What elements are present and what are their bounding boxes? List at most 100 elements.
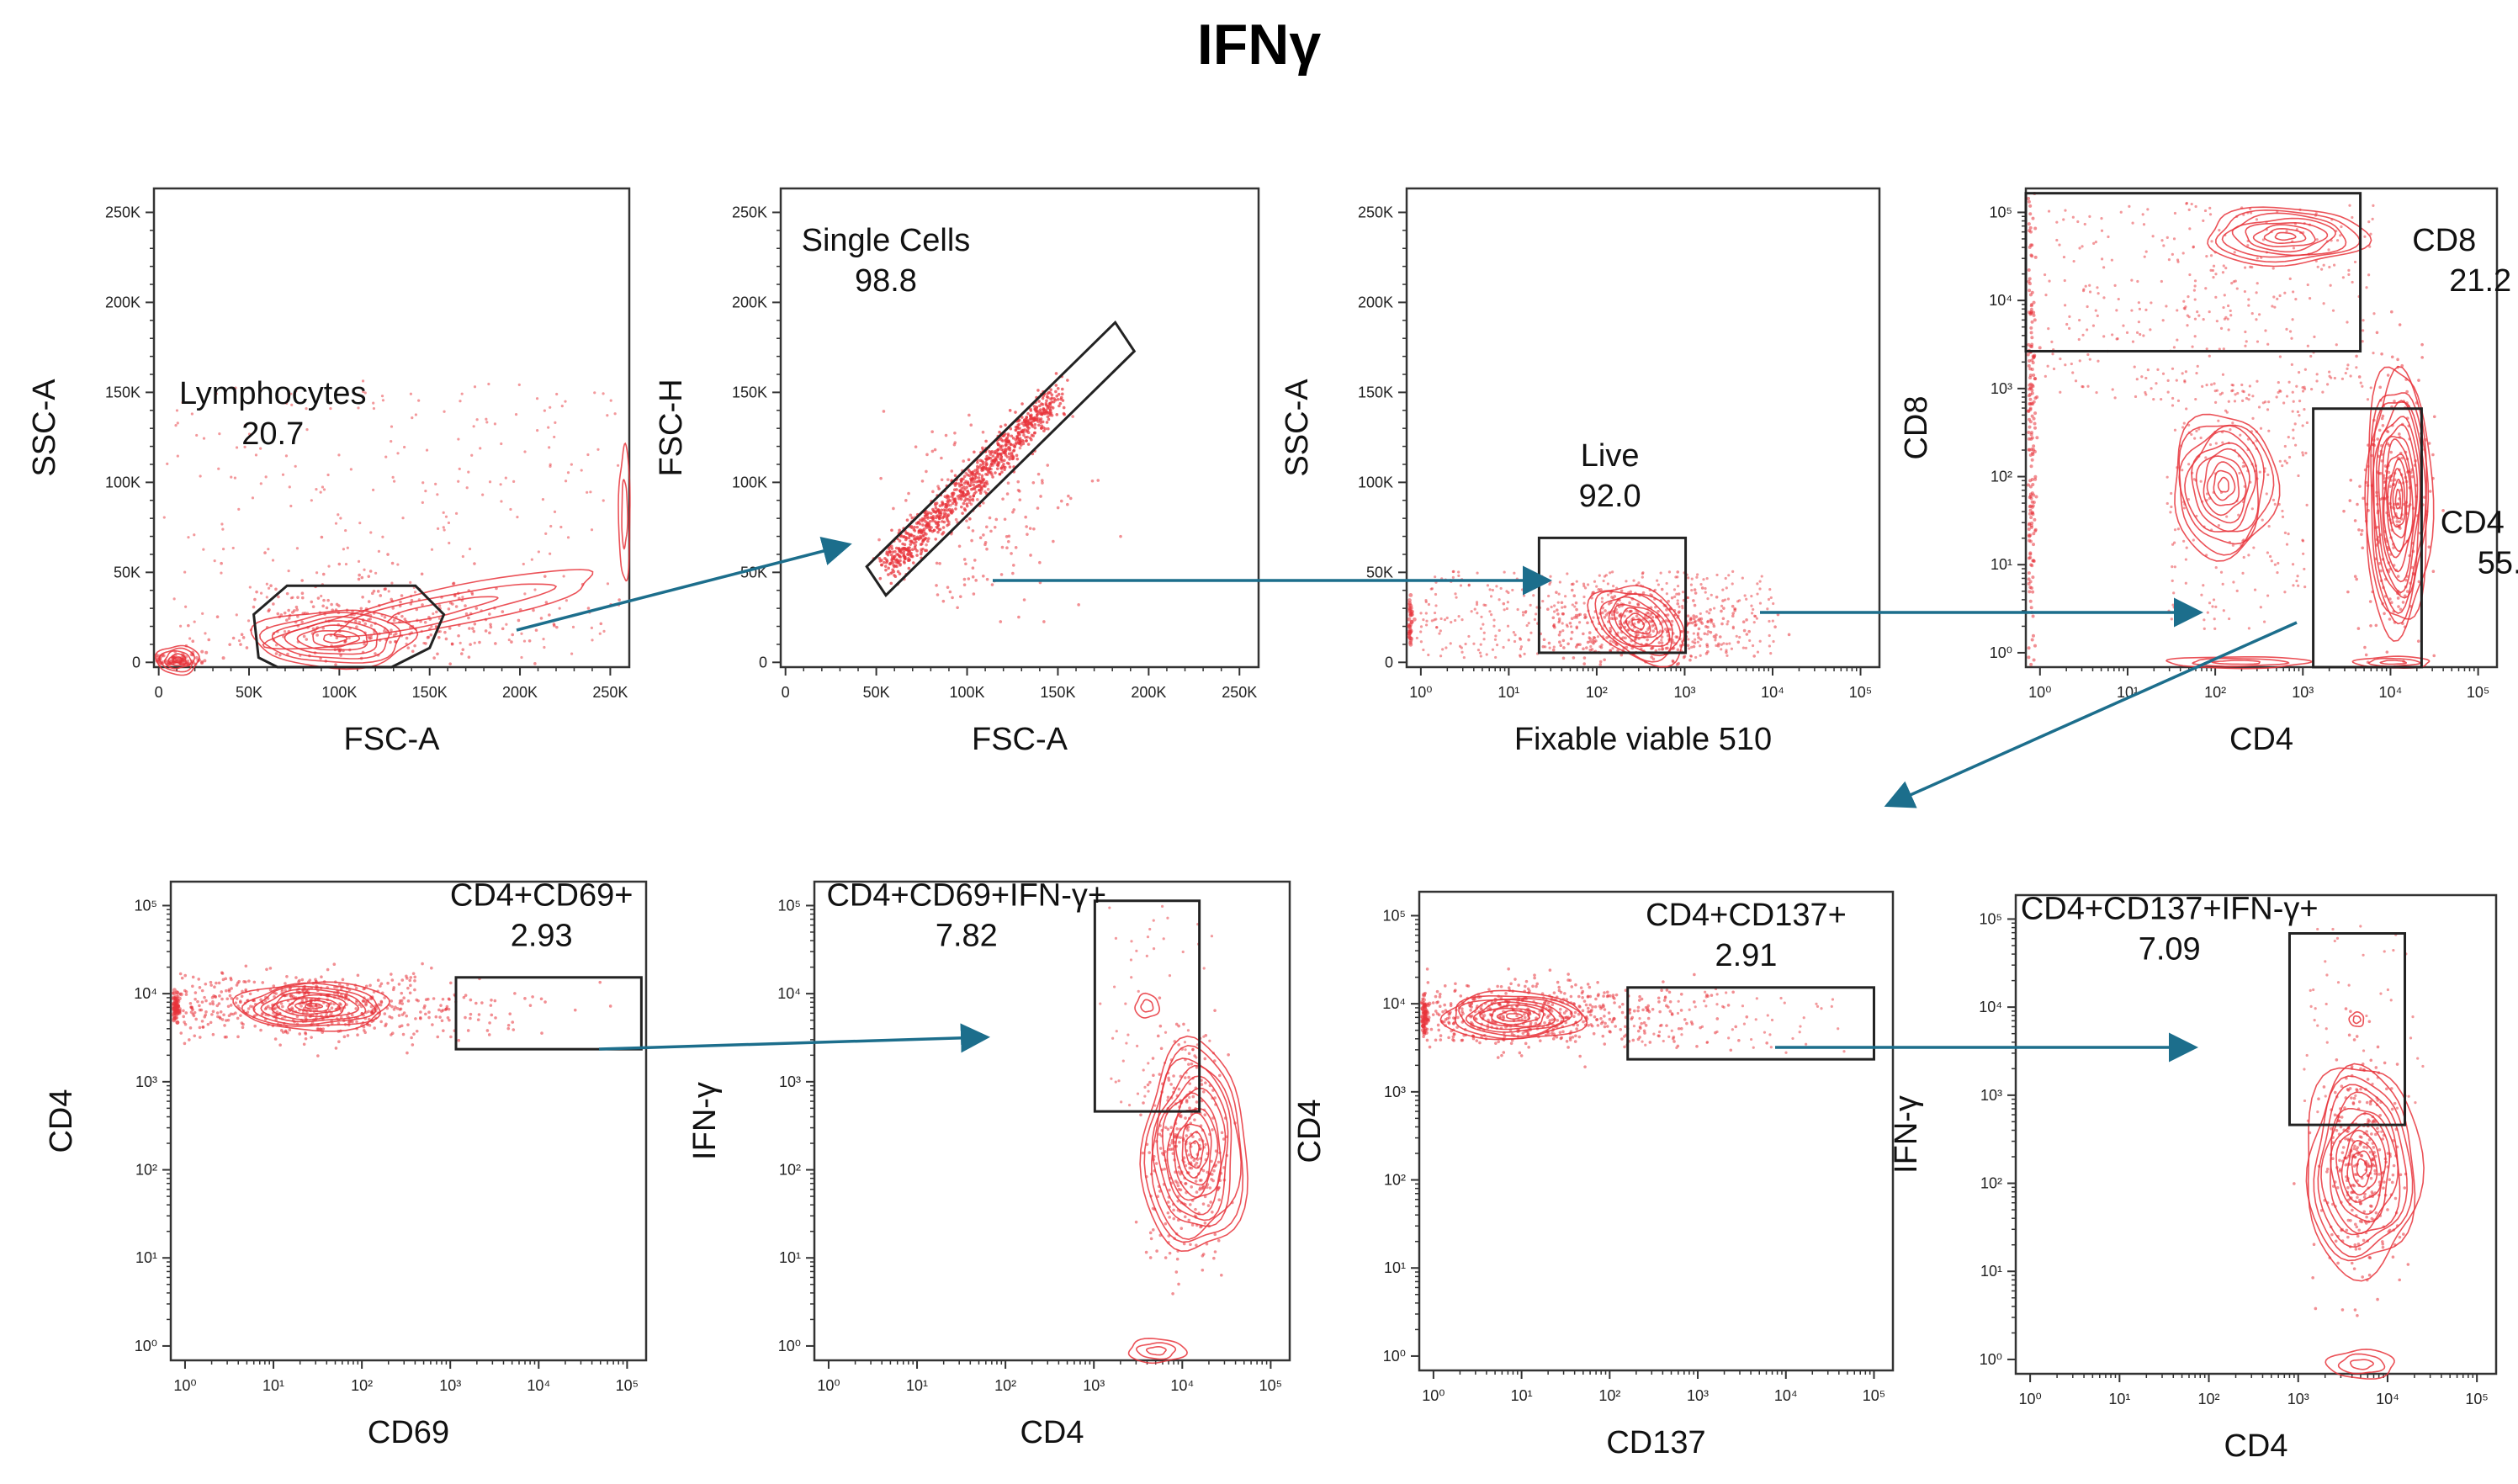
event-dot [993,525,997,529]
event-dot [235,997,239,1000]
event-dot [2228,617,2231,621]
event-dot [1005,546,1009,550]
event-dot [200,1020,204,1023]
event-dot [541,498,545,501]
event-dot [2256,340,2260,343]
contour-line [232,981,390,1032]
event-dot [2071,371,2075,374]
event-dot [1016,480,1020,484]
x-tick-label: 10² [994,1377,1016,1394]
event-dot [1488,610,1492,613]
event-dot [357,406,360,410]
event-dot [2346,367,2349,371]
event-dot [239,1014,242,1017]
event-dot [436,527,440,530]
event-dot [1598,663,1603,666]
event-dot [980,486,983,490]
event-dot [2078,359,2081,363]
event-dot [1050,393,1054,397]
event-dot [473,562,476,565]
event-dot [286,1031,289,1035]
event-dot [1014,411,1017,414]
event-dot [1596,635,1600,639]
event-dot [976,469,979,473]
event-dot [2292,437,2295,440]
event-dot [549,405,552,409]
contour-line [2252,224,2316,248]
event-dot [2107,235,2110,239]
event-dot [2184,558,2187,561]
event-dot [2432,415,2436,419]
event-dot [532,608,535,612]
event-dot [2272,498,2276,501]
event-dot [1665,608,1668,612]
event-dot [2088,358,2091,361]
event-dot [934,538,938,541]
event-dot [246,619,251,623]
event-dot [985,577,989,581]
y-axis-label: IFN-γ [687,1082,723,1160]
event-dot [1752,621,1756,624]
event-dot [2235,287,2239,290]
event-dot [400,594,404,597]
contour-line [2378,424,2419,583]
event-dot [1217,1238,1221,1243]
event-dot [1503,608,1506,612]
event-dot [2223,294,2226,297]
event-dot [593,391,596,395]
event-dot [2027,527,2031,531]
event-dot [400,1013,405,1016]
event-dot [1479,655,1482,658]
event-dot [2175,379,2178,382]
event-dot [2363,645,2367,649]
event-dot [921,534,925,538]
event-dot [226,1004,231,1009]
event-dot [1176,1184,1180,1188]
event-dot [1664,646,1668,650]
event-dot [2193,284,2197,288]
event-dot [248,992,252,996]
event-dot [298,978,301,983]
event-dot [1561,612,1565,616]
event-dot [211,1000,215,1004]
event-dot [2360,528,2364,533]
event-dot [2218,347,2221,351]
event-dot [392,618,396,623]
event-dot [2193,298,2197,301]
event-dot [2353,575,2357,578]
event-dot [999,620,1003,623]
event-dot [965,485,968,490]
event-dot [220,522,224,526]
x-axis-label: FSC-A [972,722,1068,757]
event-dot [2285,327,2288,331]
x-tick-label: 10¹ [1498,684,1519,701]
event-dot [2298,371,2301,374]
event-dot [2287,380,2291,384]
event-dot [420,572,424,576]
event-dot [2224,267,2228,270]
event-dot [988,516,992,520]
event-dot [2210,383,2213,386]
event-dot [1589,644,1593,649]
event-dot [535,397,539,400]
event-dot [2150,387,2153,390]
event-dot [1522,613,1525,617]
event-dot [2176,338,2179,342]
event-dot [1003,458,1006,463]
event-dot [2401,601,2405,604]
event-dot [941,531,946,534]
event-dot [2250,311,2254,315]
event-dot [1527,622,1530,625]
event-dot [1019,443,1023,447]
event-dot [2232,580,2235,584]
event-dot [949,509,952,513]
event-dot [2301,451,2304,454]
event-dot [1030,421,1033,424]
event-dot [1561,606,1564,609]
event-dot [2379,569,2383,573]
event-dot [2264,400,2267,404]
event-dot [1680,630,1684,633]
event-dot [2238,471,2241,475]
event-dot [2275,395,2278,399]
event-dot [1502,602,1506,606]
